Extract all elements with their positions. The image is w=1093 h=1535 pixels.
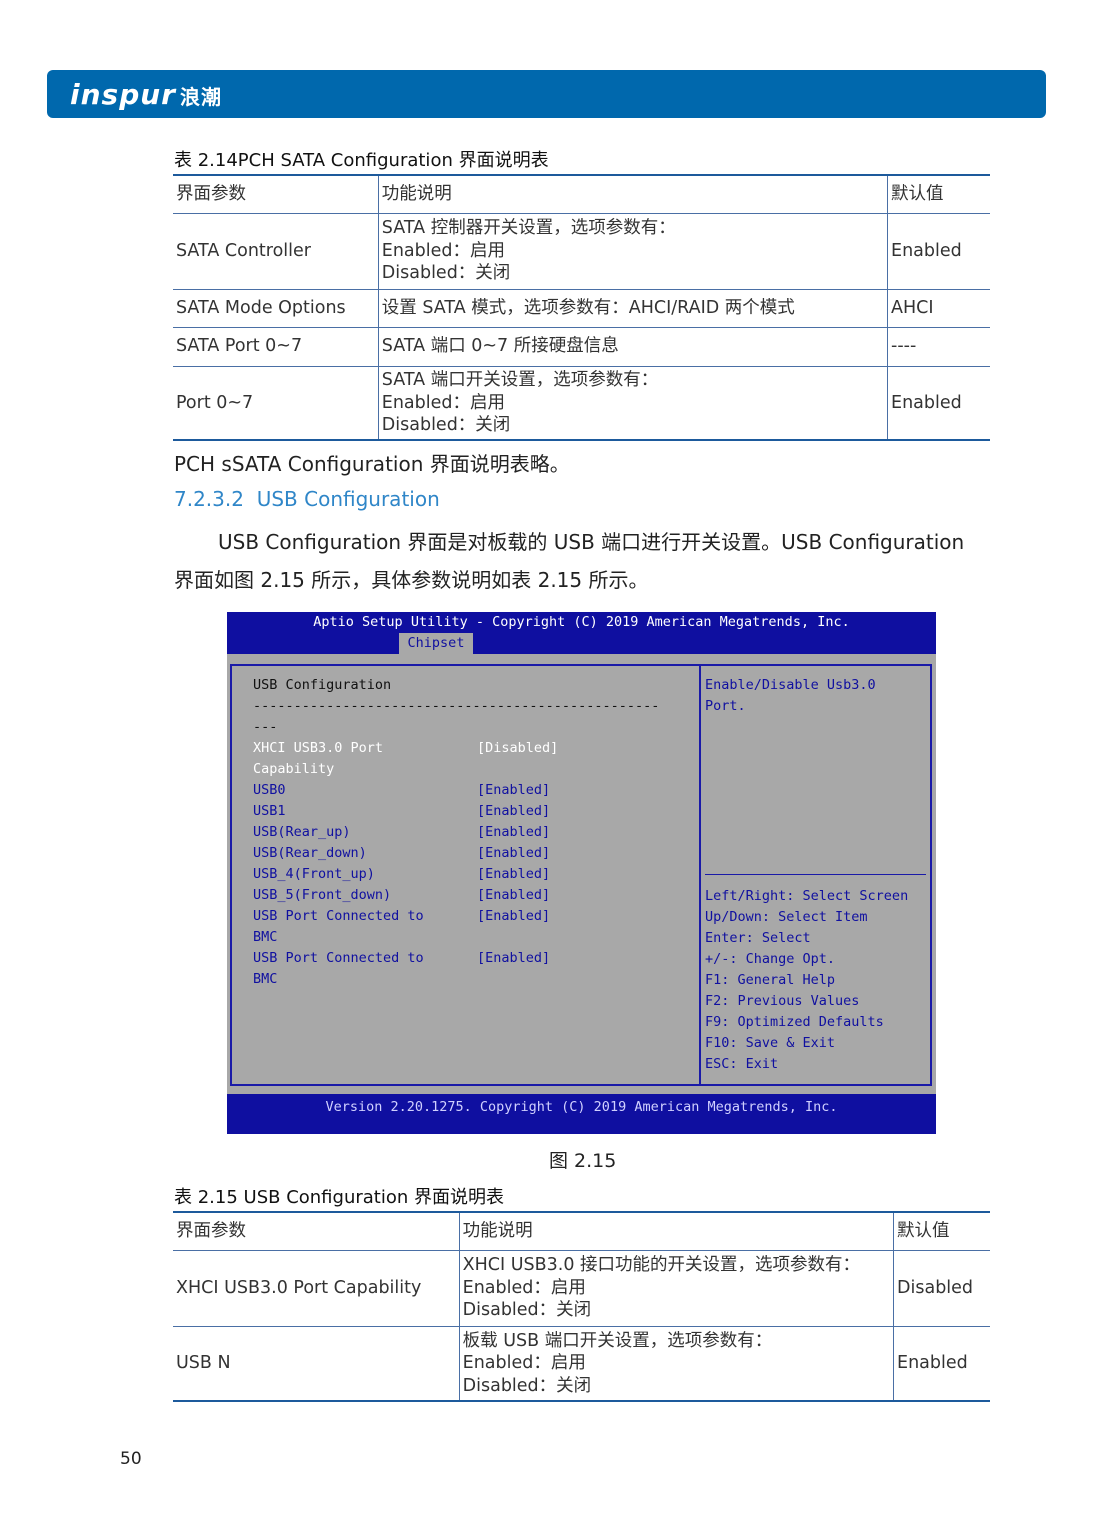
table-row: SATA Controller SATA 控制器开关设置，选项参数有： Enable… bbox=[173, 212, 990, 289]
table-row: Port 0~7 SATA 端口开关设置，选项参数有： Enabled：启用 Disa… bbox=[173, 365, 990, 440]
setting-value[interactable]: [Disabled] bbox=[477, 740, 559, 756]
setting-label[interactable]: USB_4(Front_up) bbox=[253, 866, 375, 882]
note: PCH sSATA Configuration 界面说明表略。 bbox=[174, 452, 570, 476]
bios-heading: USB Configuration bbox=[253, 677, 392, 693]
setting-label[interactable]: USB_5(Front_down) bbox=[253, 887, 392, 903]
setting-label[interactable]: BMC bbox=[253, 971, 278, 987]
default-cell: ---- bbox=[887, 326, 990, 366]
setting-label[interactable]: Capability bbox=[253, 761, 335, 777]
param-cell: SATA Mode Options bbox=[173, 288, 379, 327]
setting-label[interactable]: USB Port Connected to bbox=[253, 950, 424, 966]
table1-caption: 表 2.14PCH SATA Configuration 界面说明表 bbox=[174, 150, 549, 171]
desc-cell: SATA 端口开关设置，选项参数有： Enabled：启用 Disabled：关闭 bbox=[377, 365, 888, 440]
desc-cell: 设置 SATA 模式，选项参数有：AHCI/RAID 两个模式 bbox=[377, 288, 888, 327]
key-hint: F2: Previous Values bbox=[705, 993, 860, 1009]
desc-cell: 板载 USB 端口开关设置，选项参数有： Enabled：启用 Disabled：关… bbox=[458, 1325, 894, 1401]
setting-value[interactable]: [Enabled] bbox=[477, 950, 551, 966]
column-header: 默认值 bbox=[887, 174, 990, 213]
page-number: 50 bbox=[120, 1449, 142, 1469]
setting-value[interactable]: [Enabled] bbox=[477, 908, 551, 924]
desc-cell: SATA 控制器开关设置，选项参数有： Enabled：启用 Disabled：关闭 bbox=[377, 212, 888, 289]
setting-label[interactable]: BMC bbox=[253, 929, 278, 945]
param-cell: SATA Controller bbox=[173, 212, 379, 289]
tab-chipset[interactable]: Chipset bbox=[399, 633, 473, 654]
key-hint: Enter: Select bbox=[705, 930, 811, 946]
default-cell: Enabled bbox=[887, 365, 990, 440]
key-hint: ESC: Exit bbox=[705, 1056, 779, 1072]
separator: --- bbox=[253, 719, 278, 735]
setting-value[interactable]: [Enabled] bbox=[477, 824, 551, 840]
paragraph-line-2: 界面如图 2.15 所示，具体参数说明如表 2.15 所示。 bbox=[174, 568, 649, 592]
setting-value[interactable]: [Enabled] bbox=[477, 845, 551, 861]
key-hint: F9: Optimized Defaults bbox=[705, 1014, 884, 1030]
setting-value[interactable]: [Enabled] bbox=[477, 866, 551, 882]
separator: ----------------------------------------… bbox=[253, 698, 660, 714]
setting-label[interactable]: USB Port Connected to bbox=[253, 908, 424, 924]
desc-cell: SATA 端口 0~7 所接硬盘信息 bbox=[377, 326, 888, 366]
section-heading: 7.2.3.2 USB Configuration bbox=[174, 487, 440, 511]
key-hint: Up/Down: Select Item bbox=[705, 909, 868, 925]
param-cell: XHCI USB3.0 Port Capability bbox=[173, 1249, 460, 1326]
key-hint: +/-: Change Opt. bbox=[705, 951, 836, 967]
setting-label[interactable]: USB(Rear_down) bbox=[253, 845, 367, 861]
setting-label[interactable]: USB1 bbox=[253, 803, 286, 819]
param-cell: USB N bbox=[173, 1325, 460, 1401]
column-header: 界面参数 bbox=[173, 174, 379, 213]
key-hint: F1: General Help bbox=[705, 972, 836, 988]
column-header: 功能说明 bbox=[458, 1211, 894, 1250]
column-header: 默认值 bbox=[893, 1211, 990, 1250]
column-header: 界面参数 bbox=[173, 1211, 460, 1250]
param-cell: SATA Port 0~7 bbox=[173, 326, 379, 366]
figure-caption: 图 2.15 bbox=[549, 1150, 617, 1172]
setting-label[interactable]: USB0 bbox=[253, 782, 286, 798]
usb-config-table: 界面参数 功能说明 默认值 XHCI USB3.0 Port Capability XH… bbox=[173, 1211, 990, 1402]
default-cell: AHCI bbox=[887, 288, 990, 327]
setting-value[interactable]: [Enabled] bbox=[477, 782, 551, 798]
help-text: Port. bbox=[705, 698, 746, 714]
sata-config-table: 界面参数 功能说明 默认值 SATA Controller SATA 控制器开关设置，选… bbox=[173, 174, 990, 441]
setting-label[interactable]: USB(Rear_up) bbox=[253, 824, 351, 840]
table-row: SATA Mode Options 设置 SATA 模式，选项参数有：AHCI/R… bbox=[173, 288, 990, 327]
setting-value[interactable]: [Enabled] bbox=[477, 887, 551, 903]
default-cell: Enabled bbox=[893, 1325, 990, 1401]
inspur-logo: inspur 浪潮 bbox=[70, 78, 222, 111]
bios-title: Aptio Setup Utility - Copyright (C) 2019… bbox=[313, 614, 850, 630]
help-text: Enable/Disable Usb3.0 bbox=[705, 677, 876, 693]
key-hint: Left/Right: Select Screen bbox=[705, 888, 909, 904]
bios-screenshot: Aptio Setup Utility - Copyright (C) 2019… bbox=[227, 612, 936, 1134]
default-cell: Disabled bbox=[893, 1249, 990, 1326]
column-header: 功能说明 bbox=[377, 174, 888, 213]
table-row: XHCI USB3.0 Port Capability XHCI USB3.0 接… bbox=[173, 1249, 990, 1326]
bios-footer: Version 2.20.1275. Copyright (C) 2019 Am… bbox=[325, 1099, 838, 1115]
default-cell: Enabled bbox=[887, 212, 990, 289]
table2-caption: 表 2.15 USB Configuration 界面说明表 bbox=[174, 1187, 504, 1208]
header-banner bbox=[47, 70, 1046, 118]
key-hint: F10: Save & Exit bbox=[705, 1035, 836, 1051]
table-row: SATA Port 0~7 SATA 端口 0~7 所接硬盘信息 ---- bbox=[173, 326, 990, 366]
paragraph-line-1: USB Configuration 界面是对板载的 USB 端口进行开关设置。U… bbox=[218, 530, 965, 554]
table-row: USB N 板载 USB 端口开关设置，选项参数有： Enabled：启用 Disab… bbox=[173, 1325, 990, 1401]
param-cell: Port 0~7 bbox=[173, 365, 379, 440]
desc-cell: XHCI USB3.0 接口功能的开关设置，选项参数有： Enabled：启用 Di… bbox=[458, 1249, 894, 1326]
setting-label[interactable]: XHCI USB3.0 Port bbox=[253, 740, 384, 756]
setting-value[interactable]: [Enabled] bbox=[477, 803, 551, 819]
